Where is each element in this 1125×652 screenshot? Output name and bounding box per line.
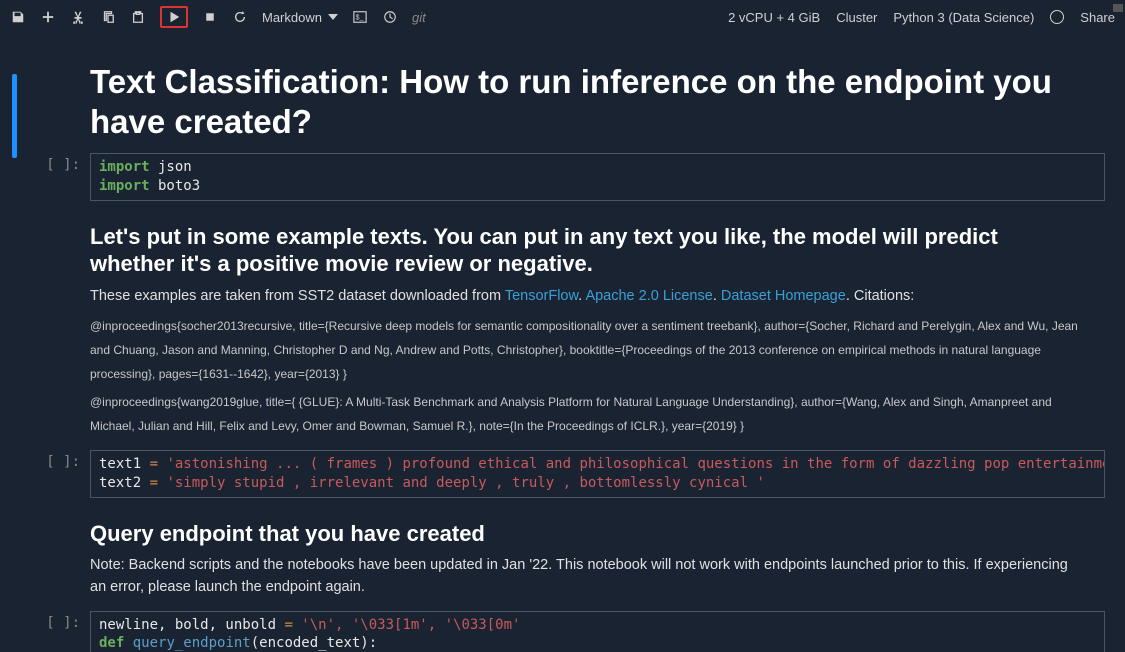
paste-icon[interactable] <box>130 9 146 25</box>
active-cell-indicator <box>12 74 17 158</box>
citation-2: @inproceedings{wang2019glue, title={ {GL… <box>90 390 1085 438</box>
code-cell-3[interactable]: [ ]: newline, bold, unbold = '\n', '\033… <box>10 611 1105 652</box>
toolbar-right: 2 vCPU + 4 GiB Cluster Python 3 (Data Sc… <box>728 10 1115 25</box>
code-editor[interactable]: import json import boto3 <box>90 153 1105 201</box>
git-label[interactable]: git <box>412 10 426 25</box>
query-note: Note: Backend scripts and the notebooks … <box>90 555 1085 599</box>
save-icon[interactable] <box>10 9 26 25</box>
cell-type-dropdown[interactable]: Markdown <box>262 10 338 25</box>
run-button-highlighted[interactable] <box>160 6 188 28</box>
cell-prompt: [ ]: <box>10 611 90 652</box>
tensorflow-link[interactable]: TensorFlow <box>505 288 578 304</box>
cell-prompt: [ ]: <box>10 153 90 201</box>
toolbar: Markdown $_ git 2 vCPU + 4 GiB Cluster P… <box>0 0 1125 34</box>
code-cell-2[interactable]: [ ]: text1 = 'astonishing ... ( frames )… <box>10 450 1105 498</box>
code-editor[interactable]: text1 = 'astonishing ... ( frames ) prof… <box>90 450 1105 498</box>
sources-text: These examples are taken from SST2 datas… <box>90 286 1085 308</box>
cut-icon[interactable] <box>70 9 86 25</box>
code-editor[interactable]: newline, bold, unbold = '\n', '\033[1m',… <box>90 611 1105 652</box>
cluster-label[interactable]: Cluster <box>836 10 877 25</box>
notebook-content: Text Classification: How to run inferenc… <box>0 34 1125 652</box>
query-heading: Query endpoint that you have created <box>90 520 1085 548</box>
scrollbar[interactable] <box>1113 4 1123 12</box>
share-button[interactable]: Share <box>1080 10 1115 25</box>
cell-prompt: [ ]: <box>10 450 90 498</box>
kernel-label[interactable]: Python 3 (Data Science) <box>893 10 1034 25</box>
restart-icon[interactable] <box>232 9 248 25</box>
terminal-icon[interactable]: $_ <box>352 9 368 25</box>
citation-1: @inproceedings{socher2013recursive, titl… <box>90 314 1085 386</box>
add-cell-icon[interactable] <box>40 9 56 25</box>
svg-text:$_: $_ <box>356 15 364 22</box>
page-title: Text Classification: How to run inferenc… <box>90 62 1085 141</box>
intro-cell[interactable]: Let's put in some example texts. You can… <box>90 223 1085 438</box>
copy-icon[interactable] <box>100 9 116 25</box>
title-cell[interactable]: Text Classification: How to run inferenc… <box>90 62 1085 141</box>
toolbar-left: Markdown $_ git <box>10 6 426 28</box>
compute-label[interactable]: 2 vCPU + 4 GiB <box>728 10 820 25</box>
dataset-link[interactable]: Dataset Homepage <box>721 288 846 304</box>
stop-icon[interactable] <box>202 9 218 25</box>
intro-heading: Let's put in some example texts. You can… <box>90 223 1085 278</box>
dropdown-label: Markdown <box>262 10 322 25</box>
clock-icon[interactable] <box>382 9 398 25</box>
code-cell-1[interactable]: [ ]: import json import boto3 <box>10 153 1105 201</box>
kernel-status-icon <box>1050 10 1064 24</box>
query-heading-cell[interactable]: Query endpoint that you have created Not… <box>90 520 1085 599</box>
license-link[interactable]: Apache 2.0 License <box>585 288 712 304</box>
